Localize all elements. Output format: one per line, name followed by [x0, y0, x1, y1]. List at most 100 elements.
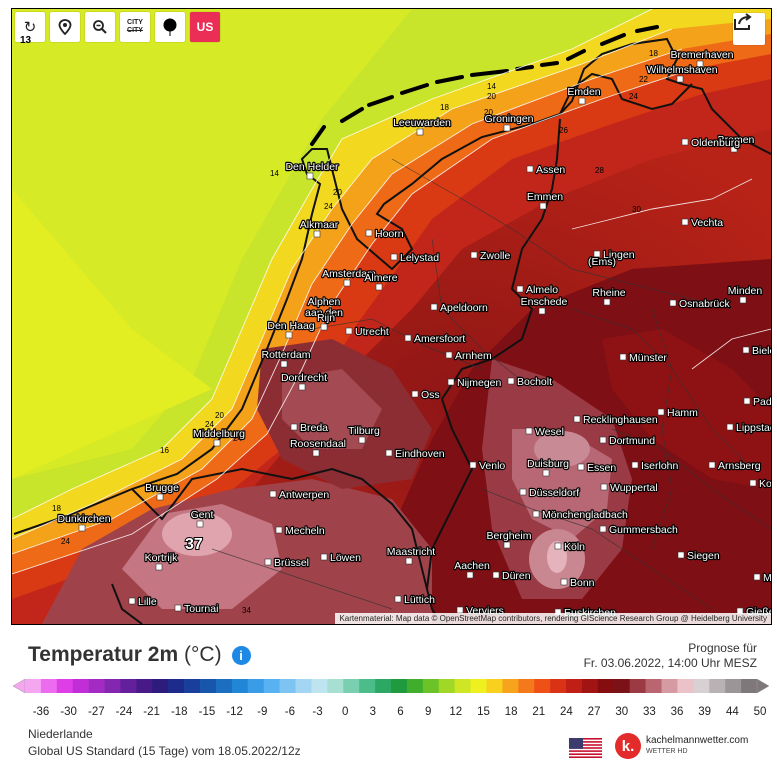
city-marker[interactable] [577, 463, 585, 471]
city-marker[interactable] [503, 124, 511, 132]
info-icon[interactable]: i [231, 645, 251, 665]
city-marker[interactable] [742, 346, 750, 354]
share-button[interactable] [733, 13, 765, 45]
city-marker[interactable] [669, 299, 677, 307]
model-us-button[interactable]: US [190, 12, 220, 42]
city-marker[interactable] [405, 557, 413, 565]
city-marker[interactable] [708, 461, 716, 469]
city-marker[interactable] [466, 571, 474, 579]
city-label: Enschede [521, 296, 568, 308]
reload-button[interactable]: ↻ [15, 12, 45, 42]
zoom-out-button[interactable] [85, 12, 115, 42]
map-attribution: Kartenmaterial: Map data © OpenStreetMap… [335, 613, 771, 624]
city-marker[interactable] [447, 378, 455, 386]
city-marker[interactable] [749, 479, 757, 487]
scale-color-step [72, 679, 89, 693]
city-marker[interactable] [430, 303, 438, 311]
city-marker[interactable] [320, 323, 328, 331]
city-marker[interactable] [290, 423, 298, 431]
city-marker[interactable] [343, 279, 351, 287]
city-marker[interactable] [411, 390, 419, 398]
city-marker[interactable] [385, 449, 393, 457]
city-marker[interactable] [375, 283, 383, 291]
city-marker[interactable] [470, 251, 478, 259]
city-marker[interactable] [128, 597, 136, 605]
city-marker[interactable] [600, 483, 608, 491]
city-marker[interactable] [560, 578, 568, 586]
city-marker[interactable] [306, 172, 314, 180]
city-marker[interactable] [676, 75, 684, 83]
city-marker[interactable] [503, 541, 511, 549]
city-marker[interactable] [285, 331, 293, 339]
city-marker[interactable] [312, 449, 320, 457]
city-marker[interactable] [275, 526, 283, 534]
city-marker[interactable] [358, 436, 366, 444]
city-marker[interactable] [603, 298, 611, 306]
city-marker[interactable] [726, 423, 734, 431]
scale-color-step [502, 679, 519, 693]
city-marker[interactable] [156, 493, 164, 501]
city-marker[interactable] [269, 490, 277, 498]
city-marker[interactable] [525, 427, 533, 435]
isoline-label: 20 [487, 92, 496, 101]
city-marker[interactable] [681, 218, 689, 226]
city-marker[interactable] [155, 563, 163, 571]
city-marker[interactable] [539, 202, 547, 210]
city-label: Rheine [592, 287, 625, 299]
city-marker[interactable] [631, 461, 639, 469]
city-label: Middelburg [193, 428, 245, 440]
city-marker[interactable] [593, 250, 601, 258]
city-marker[interactable] [677, 551, 685, 559]
city-marker[interactable] [78, 524, 86, 532]
city-marker[interactable] [492, 571, 500, 579]
city-marker[interactable] [264, 558, 272, 566]
city-marker[interactable] [578, 97, 586, 105]
city-marker[interactable] [532, 510, 540, 518]
city-marker[interactable] [573, 415, 581, 423]
city-label: Bocholt [517, 376, 552, 388]
city-marker[interactable] [174, 604, 182, 612]
scale-color-step [104, 679, 121, 693]
logo-icon: k. [615, 733, 641, 759]
isoline-label: 16 [160, 446, 169, 455]
city-marker[interactable] [739, 296, 747, 304]
city-marker[interactable] [365, 229, 373, 237]
city-marker[interactable] [619, 353, 627, 361]
city-label: Den Haag [267, 320, 314, 332]
city-marker[interactable] [404, 334, 412, 342]
city-label: Bremerhaven [670, 49, 733, 61]
city-marker[interactable] [394, 595, 402, 603]
city-marker[interactable] [538, 307, 546, 315]
city-marker[interactable] [730, 145, 738, 153]
city-marker[interactable] [196, 520, 204, 528]
city-marker[interactable] [416, 128, 424, 136]
city-marker[interactable] [516, 285, 524, 293]
city-marker[interactable] [280, 360, 288, 368]
city-marker[interactable] [526, 165, 534, 173]
location-button[interactable] [50, 12, 80, 42]
city-marker[interactable] [743, 397, 751, 405]
city-marker[interactable] [298, 383, 306, 391]
city-marker[interactable] [542, 469, 550, 477]
city-marker[interactable] [753, 573, 761, 581]
city-marker[interactable] [313, 230, 321, 238]
city-marker[interactable] [320, 553, 328, 561]
brand-logo[interactable]: k. kachelmannwetter.com WETTER HD [615, 733, 748, 759]
city-marker[interactable] [696, 60, 704, 68]
temperature-map[interactable]: 18 22 24 14 20 18 20 20 26 14 20 24 28 3… [11, 8, 772, 625]
marker-button[interactable] [155, 12, 185, 42]
city-marker[interactable] [681, 138, 689, 146]
city-toggle-button[interactable]: CITY CITY [120, 12, 150, 42]
city-marker[interactable] [599, 436, 607, 444]
city-marker[interactable] [469, 461, 477, 469]
scale-tick-label: 18 [505, 706, 518, 718]
city-marker[interactable] [507, 377, 515, 385]
city-marker[interactable] [519, 488, 527, 496]
city-marker[interactable] [599, 525, 607, 533]
city-marker[interactable] [554, 542, 562, 550]
city-marker[interactable] [390, 253, 398, 261]
city-marker[interactable] [657, 408, 665, 416]
city-marker[interactable] [445, 351, 453, 359]
city-marker[interactable] [213, 439, 221, 447]
city-marker[interactable] [345, 327, 353, 335]
